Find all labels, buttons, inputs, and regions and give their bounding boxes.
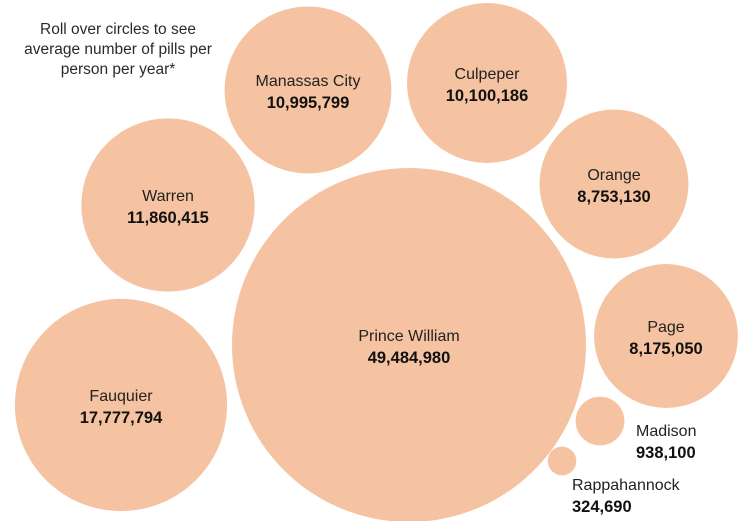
bubble-page[interactable] [594,264,738,408]
bubble-warren[interactable] [81,118,255,292]
bubble-name-label-orange: Orange [587,167,640,184]
bubble-name-label-warren: Warren [142,188,194,205]
bubble-rappahannock[interactable] [547,446,577,476]
bubble-value-label-culpeper: 10,100,186 [446,87,529,105]
bubble-value-label-manassas-city: 10,995,799 [267,94,350,112]
bubble-name-label-rappahannock: Rappahannock [572,477,681,494]
bubble-group-manassas-city[interactable]: Manassas City 10,995,799 [224,6,392,174]
bubble-madison[interactable] [575,396,625,446]
bubble-value-label-fauquier: 17,777,794 [80,409,163,427]
bubble-value-label-warren: 11,860,415 [127,209,209,227]
bubble-value-label-madison: 938,100 [636,444,696,462]
bubble-group-orange[interactable]: Orange 8,753,130 [539,109,689,259]
bubble-value-label-orange: 8,753,130 [577,188,650,206]
bubble-group-warren[interactable]: Warren 11,860,415 [81,118,255,292]
bubble-name-label-page: Page [647,319,684,336]
bubble-group-rappahannock[interactable]: Rappahannock 324,690 [547,446,681,516]
bubble-name-label-madison: Madison [636,423,696,440]
bubble-manassas-city[interactable] [224,6,392,174]
bubble-value-label-rappahannock: 324,690 [572,498,632,516]
bubble-value-label-page: 8,175,050 [629,340,702,358]
bubble-fauquier[interactable] [14,298,228,512]
bubble-name-label-culpeper: Culpeper [455,66,521,83]
bubble-group-fauquier[interactable]: Fauquier 17,777,794 [14,298,228,512]
bubble-group-madison[interactable]: Madison 938,100 [575,396,697,462]
bubble-group-culpeper[interactable]: Culpeper 10,100,186 [407,3,567,163]
bubble-name-label-fauquier: Fauquier [89,388,153,405]
bubble-value-label-prince-william: 49,484,980 [368,349,451,367]
bubble-name-label-manassas-city: Manassas City [256,73,361,90]
bubble-prince-william[interactable] [232,168,586,521]
bubble-group-page[interactable]: Page 8,175,050 [594,264,738,408]
bubble-orange[interactable] [539,109,689,259]
bubble-name-label-prince-william: Prince William [358,328,459,345]
instructions-text: Roll over circles to see average number … [24,21,212,78]
bubble-culpeper[interactable] [407,3,567,163]
bubble-group-prince-william[interactable]: Prince William 49,484,980 [232,168,586,521]
